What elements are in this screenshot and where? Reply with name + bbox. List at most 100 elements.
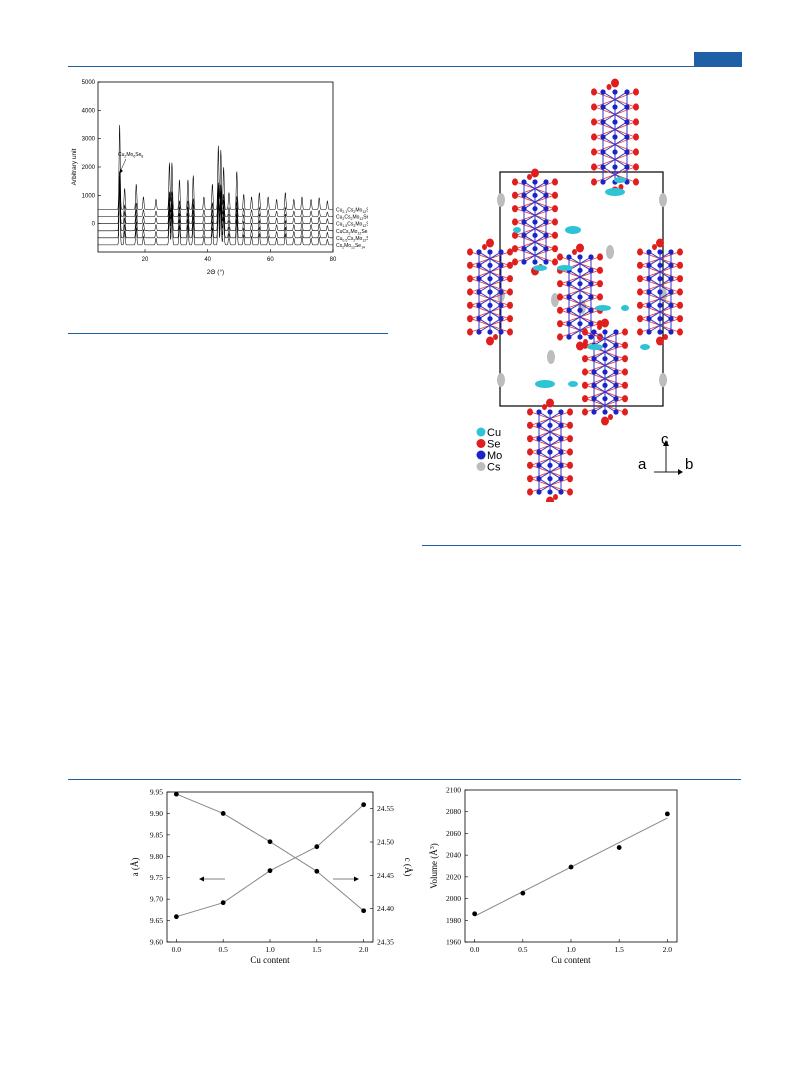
y2-tick-label: 24.45 (377, 871, 394, 880)
se-atom (677, 315, 683, 323)
se-atom (677, 248, 683, 256)
y-tick-label: 2100 (446, 786, 461, 795)
se-atom (507, 288, 513, 296)
y-axis-label: Arbitrary unit (71, 148, 78, 185)
se-atom (591, 178, 597, 186)
cu-atom (513, 227, 521, 233)
mo6-cluster-center (557, 243, 603, 351)
mo-atom (668, 276, 674, 282)
se-atom (493, 334, 498, 340)
mo-atom (646, 249, 652, 255)
se-atom (467, 261, 473, 269)
mo-atom (547, 489, 553, 495)
y-tick-label: 9.65 (150, 916, 163, 925)
se-atom (663, 334, 668, 340)
se-atom (512, 258, 518, 266)
se-atom (467, 248, 473, 256)
cs-atom (497, 193, 505, 207)
se-atom (582, 395, 588, 403)
mo6-cluster-upper-left (512, 168, 558, 276)
se-atom (527, 174, 532, 180)
mo-atom (521, 246, 527, 252)
mo-atom (624, 104, 630, 110)
mo-atom (646, 316, 652, 322)
mo-atom (547, 422, 553, 428)
x-tick-label: 1.5 (614, 945, 624, 954)
se-atom (512, 205, 518, 213)
y-tick-label: 9.70 (150, 895, 163, 904)
mo-atom (543, 259, 549, 265)
mo-atom (487, 329, 493, 335)
mo-atom (566, 281, 572, 287)
cu-atom (640, 344, 650, 350)
y-tick-label: 9.85 (150, 830, 163, 839)
cs-atom (659, 193, 667, 207)
mo-atom (487, 289, 493, 295)
data-point (664, 811, 670, 817)
mo-atom (532, 246, 538, 252)
cu-atom (595, 305, 611, 311)
mo-atom (613, 396, 619, 402)
mo-atom (566, 307, 572, 313)
se-atom (606, 84, 612, 90)
mo-atom (624, 89, 630, 95)
x-tick-label: 1.0 (265, 945, 275, 954)
se-atom (467, 328, 473, 336)
mo-atom (543, 206, 549, 212)
mo-atom (498, 302, 504, 308)
y2-tick-label: 24.55 (377, 804, 394, 813)
mo-atom (566, 254, 572, 260)
se-atom (512, 178, 518, 186)
xrd-pattern-3 (98, 180, 333, 232)
se-atom (677, 328, 683, 336)
lattice-parameter-chart: 9.60 9.65 9.70 9.75 9.80 9.85 9.90 9.95 24.35 24.… (130, 788, 413, 966)
se-atom (527, 408, 533, 416)
se-atom (582, 408, 588, 416)
se-atom (567, 488, 573, 496)
mo-atom (588, 321, 594, 327)
se-atom (591, 88, 597, 96)
mo-atom (588, 334, 594, 340)
mo-atom (558, 489, 564, 495)
mo-atom (547, 462, 553, 468)
mo-atom (600, 164, 606, 170)
data-point (616, 845, 622, 850)
data-point-right (361, 802, 367, 808)
mo-atom (547, 476, 553, 482)
mo-atom (558, 422, 564, 428)
mo-atom (532, 206, 538, 212)
se-atom (652, 244, 657, 250)
se-atom (572, 249, 577, 255)
mo-atom (532, 232, 538, 238)
mo-atom (612, 149, 618, 155)
mo-atom (577, 334, 583, 340)
se-atom (637, 275, 643, 283)
mo-atom (543, 232, 549, 238)
se-atom (597, 324, 602, 330)
se-atom (557, 253, 563, 261)
mo-atom (624, 164, 630, 170)
mo-atom (536, 462, 542, 468)
se-atom (622, 341, 628, 349)
mo-atom (577, 254, 583, 260)
se-atom (633, 178, 639, 186)
se-atom (482, 244, 487, 250)
x-tick-label: 60 (267, 257, 274, 263)
series-label: Cs2​Mo12​Se14​ (336, 243, 365, 250)
x-tick-label: 20 (142, 257, 149, 263)
mo-atom (588, 254, 594, 260)
mo-atom (646, 329, 652, 335)
cu-atom (605, 188, 625, 196)
mo-atom (657, 329, 663, 335)
y-tick-label: 2000 (446, 894, 461, 903)
se-atom (553, 494, 558, 500)
se-atom (677, 301, 683, 309)
se-atom (677, 261, 683, 269)
mo-atom (521, 259, 527, 265)
se-atom (622, 381, 628, 389)
mo-atom (668, 249, 674, 255)
legend-label-cu: Cu (487, 427, 501, 439)
mo-atom (602, 342, 608, 348)
y-axis-label: a (Å) (130, 858, 140, 877)
mo-atom (536, 422, 542, 428)
